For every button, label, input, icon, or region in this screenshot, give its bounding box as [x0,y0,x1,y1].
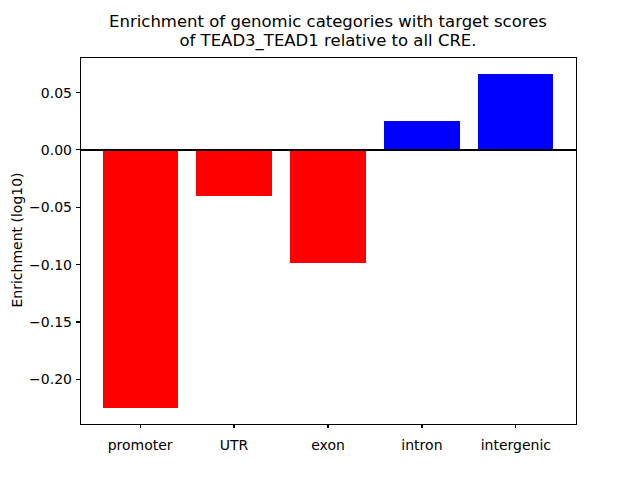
y-tick-label: 0.00 [0,142,72,158]
y-tick-mark [76,92,80,93]
bar-intron [384,121,459,150]
bar-UTR [196,150,271,196]
plot-area [80,57,576,424]
y-tick-label: −0.10 [0,257,72,273]
chart-title-line: of TEAD3_TEAD1 relative to all CRE. [80,32,576,51]
x-tick-mark [515,424,516,428]
bar-exon [290,150,365,264]
x-tick-mark [233,424,234,428]
y-tick-mark [76,264,80,265]
x-tick-label-intergenic: intergenic [456,437,576,453]
x-tick-mark [421,424,422,428]
y-tick-label: −0.15 [0,314,72,330]
y-tick-mark [76,379,80,380]
chart-title-line: Enrichment of genomic categories with ta… [80,13,576,32]
y-axis-label: Enrichment (log10) [9,172,25,307]
zero-baseline [80,149,576,151]
figure: Enrichment of genomic categories with ta… [0,0,640,480]
y-tick-label: −0.20 [0,371,72,387]
bar-promoter [103,150,178,408]
y-tick-mark [76,207,80,208]
y-tick-mark [76,321,80,322]
bar-intergenic [478,74,553,150]
x-tick-mark [327,424,328,428]
y-tick-label: −0.05 [0,199,72,215]
y-tick-label: 0.05 [0,85,72,101]
chart-title: Enrichment of genomic categories with ta… [80,13,576,50]
x-tick-mark [140,424,141,428]
